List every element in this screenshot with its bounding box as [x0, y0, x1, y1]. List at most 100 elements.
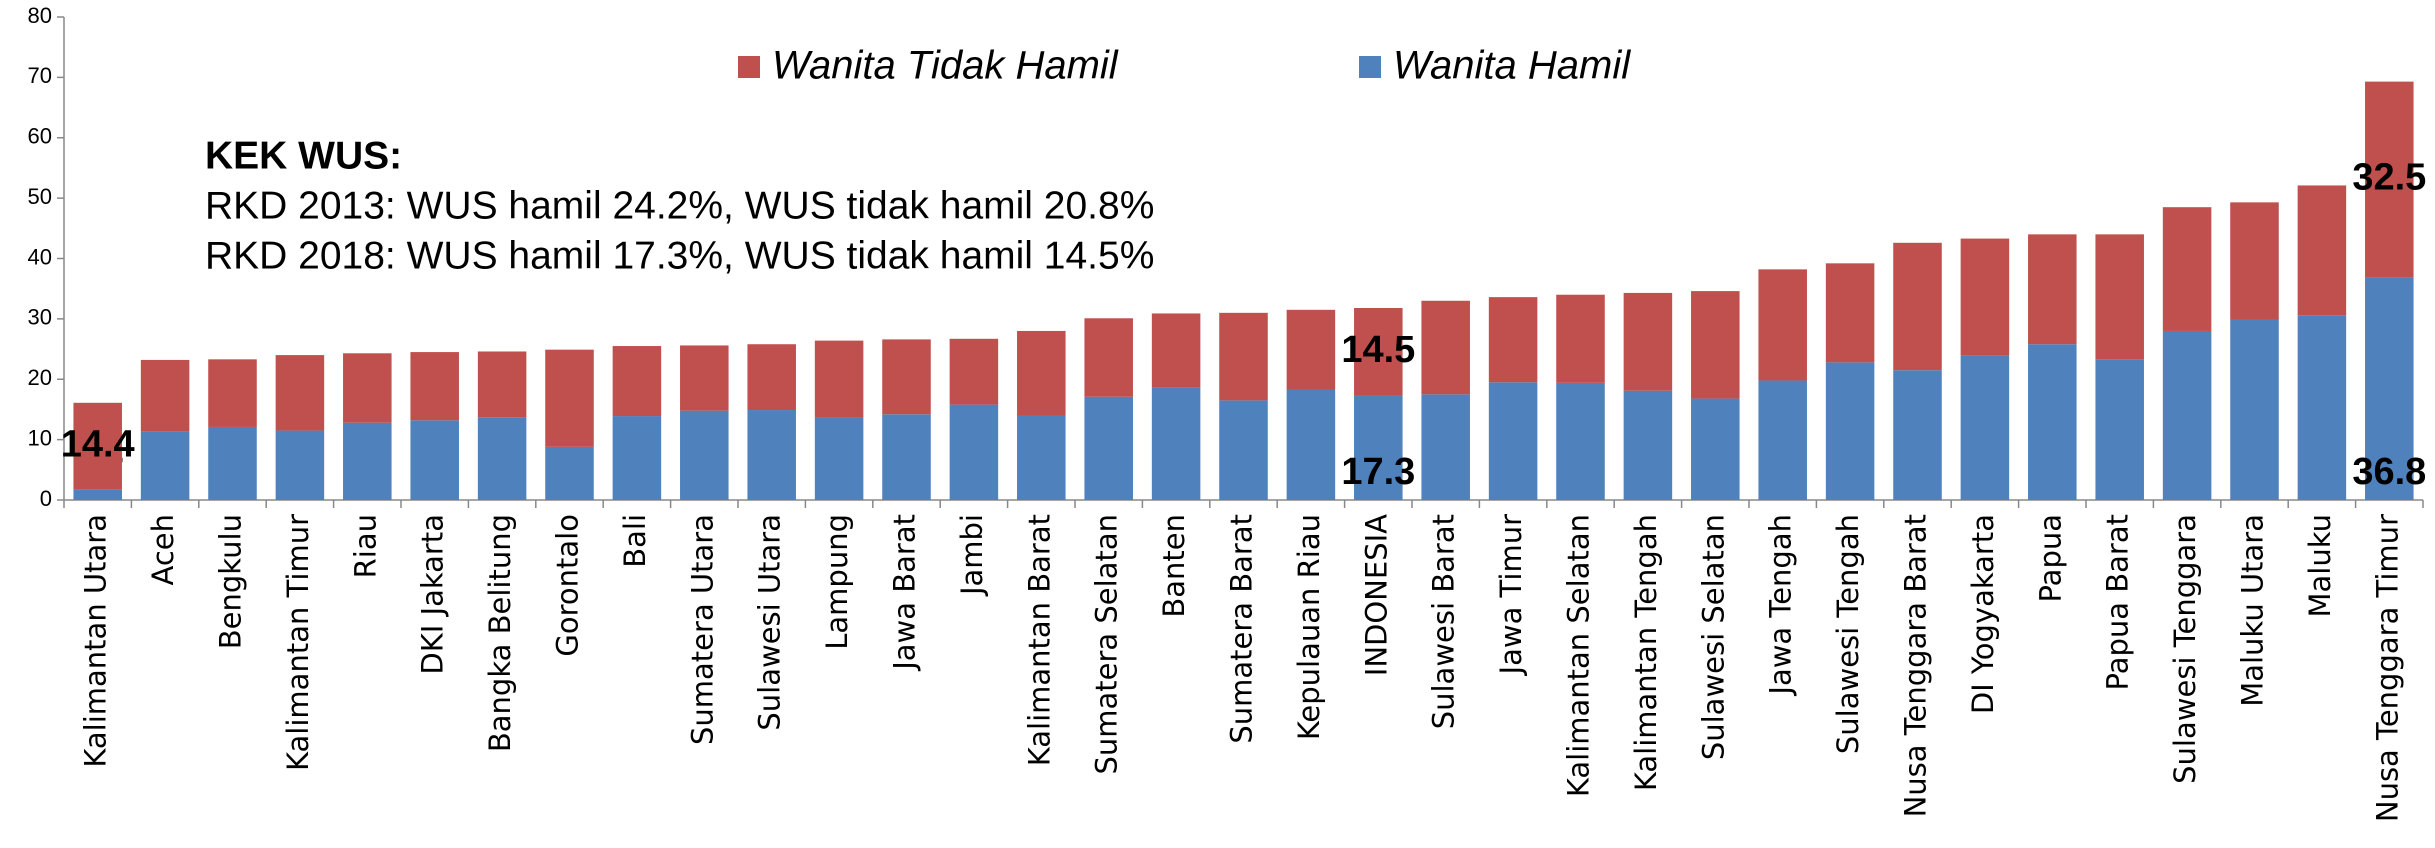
x-tick-label: Sulawesi Tenggara [2168, 514, 2202, 784]
x-tick-label: DI Yogyakarta [1966, 514, 2000, 714]
value-label: 17.3 [1341, 451, 1415, 493]
bar-segment [1825, 263, 1875, 363]
bar-segment [814, 417, 864, 500]
bar-segment [1623, 292, 1673, 391]
bar-segment [680, 410, 729, 500]
bar-segment [1893, 370, 1942, 500]
x-tick-label: Nusa Tenggara Timur [2370, 514, 2404, 822]
x-tick-label: Sulawesi Utara [753, 514, 787, 731]
bar-segment [73, 402, 122, 490]
legend-label: Wanita Tidak Hamil [772, 44, 1119, 88]
bar-segment [1488, 297, 1538, 383]
x-tick-label: Bali [618, 514, 652, 568]
x-tick-label: Gorontalo [551, 514, 585, 657]
bar-segment [1354, 395, 1403, 500]
bar-segment [1623, 390, 1673, 500]
bar-segment [1893, 242, 1942, 371]
bar-segment [1960, 355, 2010, 500]
x-tick-label: Papua Barat [2101, 514, 2135, 690]
x-tick-label: Riau [348, 514, 382, 578]
bar-segment [1758, 269, 1807, 381]
x-tick-label: Jambi [955, 514, 989, 597]
bar-segment [275, 430, 325, 500]
x-tick-label: Kalimantan Tengah [1629, 514, 1663, 791]
legend-swatch [1359, 56, 1381, 78]
bar-segment [477, 417, 527, 500]
bar-segment [2230, 202, 2279, 320]
bar-segment [949, 338, 999, 405]
bar-segment [477, 351, 527, 418]
value-label: 14.5 [1341, 329, 1415, 371]
bar-segment [1421, 300, 1470, 395]
bar-segment [343, 353, 392, 423]
x-tick-label: Bengkulu [214, 514, 248, 649]
y-tick-label: 70 [28, 63, 52, 88]
bar-segment [275, 355, 325, 431]
annotation: RKD 2018: WUS hamil 17.3%, WUS tidak ham… [205, 234, 1154, 277]
x-tick-label: Jawa Tengah [1764, 514, 1798, 697]
bar-segment [612, 346, 662, 417]
x-tick-label: Sumatera Selatan [1090, 514, 1124, 775]
x-tick-label: Kalimantan Timur [281, 514, 315, 771]
x-tick-label: Banten [1157, 514, 1191, 618]
x-tick-label: Kalimantan Barat [1022, 514, 1056, 766]
x-tick-label: Jawa Barat [888, 514, 922, 672]
value-label: 14.4 [61, 423, 135, 465]
bar-segment [140, 359, 190, 432]
bar-segment [1017, 415, 1066, 500]
value-label: 32.5 [2352, 157, 2426, 199]
bar-segment [2095, 359, 2144, 500]
x-tick-label: Maluku Utara [2236, 514, 2270, 707]
bar-segment [1219, 400, 1268, 500]
bar-segment [2095, 234, 2144, 360]
legend-swatch [738, 56, 760, 78]
x-tick-label: Lampung [820, 514, 854, 650]
x-tick-label: Nusa Tenggara Barat [1899, 514, 1933, 817]
x-tick-label: Bangka Belitung [483, 514, 517, 752]
bar-segment [949, 404, 999, 500]
bar-segment [1691, 291, 1740, 399]
bar-segment [1151, 313, 1201, 388]
x-tick-label: DKI Jakarta [416, 514, 450, 675]
bar-segment [73, 489, 122, 500]
bar-segment [2230, 319, 2279, 500]
x-tick-label: Kalimantan Selatan [1562, 514, 1596, 797]
bar-segment [747, 344, 796, 411]
bar-segment [882, 414, 931, 500]
bar-segment [2162, 207, 2212, 331]
x-tick-label: Kalimantan Utara [79, 514, 113, 768]
bar-segment [2297, 185, 2347, 316]
bar-segment [747, 410, 796, 500]
x-tick-label: Sulawesi Barat [1427, 514, 1461, 729]
bar-segment [343, 422, 392, 500]
bar-segment [2162, 330, 2212, 500]
x-tick-label: Papua [2033, 514, 2067, 603]
legend-label: Wanita Hamil [1393, 44, 1631, 88]
annotation: RKD 2013: WUS hamil 24.2%, WUS tidak ham… [205, 184, 1154, 227]
bar-segment [1286, 309, 1336, 390]
bar-segment [208, 426, 257, 500]
x-tick-label: Jawa Timur [1494, 514, 1528, 677]
y-tick-label: 50 [28, 184, 52, 209]
y-tick-label: 60 [28, 124, 52, 149]
value-label: 36.8 [2352, 451, 2426, 493]
bar-segment [814, 340, 864, 418]
bar-segment [545, 446, 594, 500]
bar-segment [612, 416, 662, 500]
bar-segment [140, 431, 190, 500]
x-tick-label: Kepulauan Riau [1292, 514, 1326, 740]
bar-segment [1084, 396, 1133, 500]
bar-segment [1556, 294, 1605, 383]
bar-segment [1825, 362, 1875, 500]
x-tick-label: Sulawesi Selatan [1696, 514, 1730, 760]
bar-segment [208, 359, 257, 427]
bar-segment [2365, 277, 2414, 500]
bar-segment [1084, 318, 1133, 397]
y-tick-label: 80 [28, 3, 52, 28]
bar-segment [2028, 344, 2077, 500]
bar-segment [1286, 389, 1336, 500]
bar-segment [2028, 234, 2077, 345]
bar-segment [2297, 315, 2347, 500]
bar-segment [1219, 312, 1268, 401]
